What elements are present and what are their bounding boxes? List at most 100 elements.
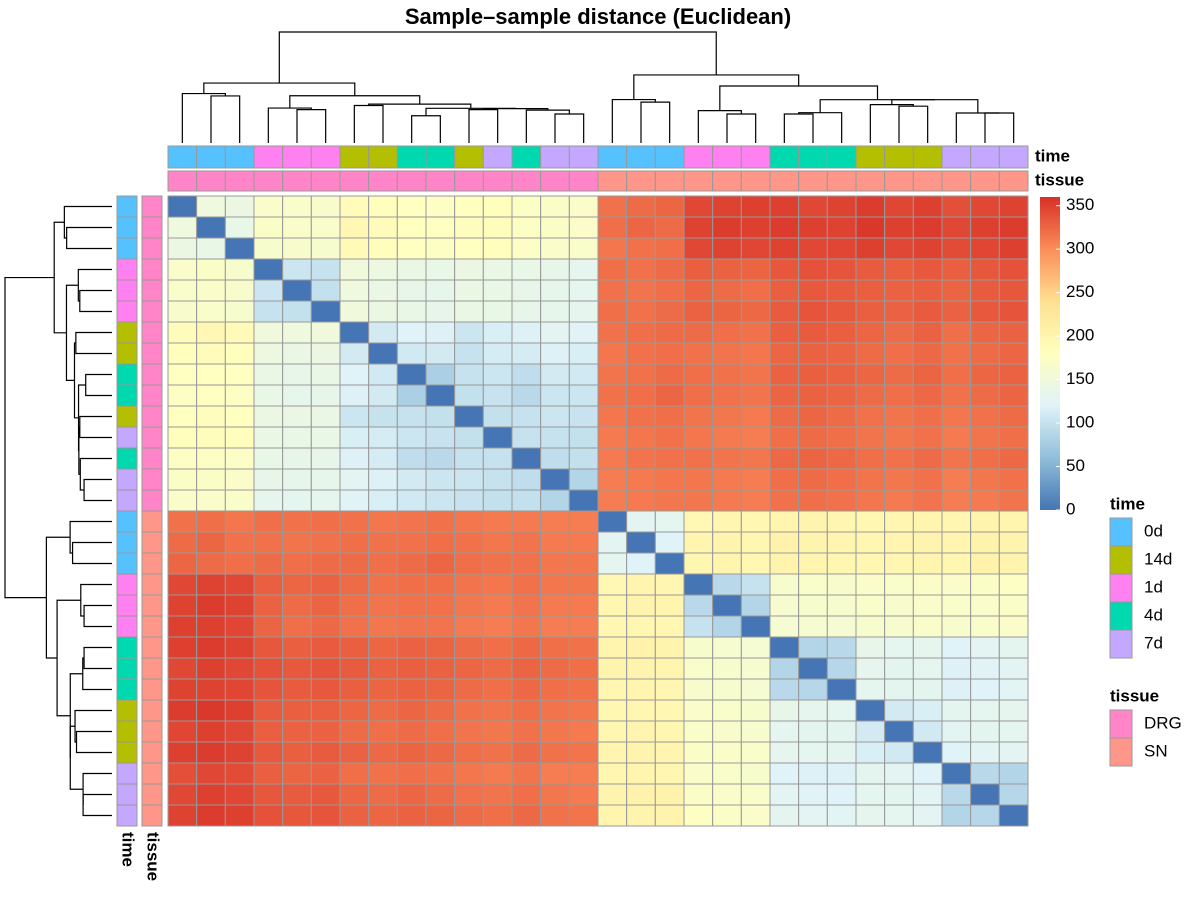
heatmap-cell (310, 783, 341, 806)
heatmap-cell (798, 426, 828, 449)
heatmap-cell (339, 300, 370, 323)
heatmap-cell (884, 678, 914, 701)
heatmap-cell (884, 237, 914, 260)
row-annotation-cell (141, 279, 163, 302)
heatmap-cell (912, 195, 943, 218)
heatmap-cell (626, 678, 656, 701)
heatmap-cell (740, 762, 771, 785)
heatmap-cell (253, 510, 284, 533)
heatmap-cell (482, 510, 513, 533)
heatmap-cell (482, 594, 513, 617)
heatmap-cell (826, 237, 857, 260)
heatmap-cell (683, 300, 714, 323)
row-annotation-cell (116, 426, 138, 449)
row-annotation-cell (116, 237, 138, 260)
heatmap-cell (798, 384, 828, 407)
heatmap-cell (912, 657, 943, 680)
heatmap-cell (339, 636, 370, 659)
heatmap-cell (597, 615, 628, 638)
heatmap-cell (712, 321, 742, 344)
heatmap-cell (712, 384, 742, 407)
heatmap-cell (282, 363, 312, 386)
row-annotation-cell (141, 783, 163, 806)
row-annotation-cell (141, 258, 163, 281)
heatmap-cell (740, 615, 771, 638)
heatmap-cell (568, 531, 599, 554)
heatmap-cell (884, 363, 914, 386)
row-annotation-cell (116, 489, 138, 512)
heatmap-cell (998, 678, 1029, 701)
heatmap-cell (511, 342, 542, 365)
heatmap-cell (712, 762, 742, 785)
row-dendrogram-branch (82, 772, 112, 805)
heatmap-cell (769, 594, 800, 617)
heatmap-cell (482, 279, 513, 302)
heatmap-cell (511, 216, 542, 239)
heatmap-cell (597, 468, 628, 491)
row-annotation-cell (141, 657, 163, 680)
heatmap-cell (368, 804, 398, 827)
heatmap-cell (482, 426, 513, 449)
heatmap-cell (339, 489, 370, 512)
heatmap-cell (998, 279, 1029, 302)
row-annotation-cell (116, 279, 138, 302)
heatmap-cell (540, 468, 570, 491)
heatmap-cell (167, 237, 198, 260)
heatmap-cell (196, 405, 226, 428)
legend-swatch (1109, 737, 1133, 767)
heatmap-cell (511, 552, 542, 575)
heatmap-cell (941, 195, 972, 218)
heatmap-cell (855, 552, 886, 575)
heatmap-cell (568, 363, 599, 386)
legend-label: 4d (1144, 605, 1163, 624)
heatmap-cell (769, 447, 800, 470)
heatmap-cell (998, 510, 1029, 533)
heatmap-cell (540, 447, 570, 470)
column-dendrogram-branch (411, 115, 441, 143)
heatmap-cell (941, 468, 972, 491)
heatmap-cell (540, 678, 570, 701)
row-annotation-cell (141, 489, 163, 512)
column-annotation-cell (396, 145, 427, 169)
heatmap-cell (826, 720, 857, 743)
heatmap-cell (998, 300, 1029, 323)
column-annotation-cell (425, 170, 456, 192)
heatmap-cell (396, 216, 427, 239)
heatmap-cell (912, 636, 943, 659)
heatmap-cell (683, 552, 714, 575)
heatmap-cell (712, 552, 742, 575)
color-bar-tick-label: 0 (1066, 499, 1075, 518)
column-annotation-cell (683, 170, 714, 192)
heatmap-cell (712, 405, 742, 428)
heatmap-cell (167, 573, 198, 596)
heatmap-cell (511, 405, 542, 428)
heatmap-cell (482, 804, 513, 827)
heatmap-cell (339, 342, 370, 365)
heatmap-cell (855, 594, 886, 617)
row-annotation-cell (116, 678, 138, 701)
heatmap-cell (970, 426, 1000, 449)
heatmap-cell (712, 678, 742, 701)
heatmap-cell (970, 384, 1000, 407)
column-annotation-cell (654, 145, 685, 169)
heatmap-cell (482, 468, 513, 491)
heatmap-cell (884, 489, 914, 512)
heatmap-cell (941, 741, 972, 764)
heatmap-cell (454, 594, 484, 617)
heatmap-cell (769, 636, 800, 659)
heatmap-cell (884, 447, 914, 470)
heatmap-cell (454, 258, 484, 281)
heatmap-cell (626, 615, 656, 638)
legend-swatch (1109, 545, 1133, 575)
heatmap-cell (196, 552, 226, 575)
heatmap-cell (253, 258, 284, 281)
heatmap-cell (626, 300, 656, 323)
heatmap-cell (425, 321, 456, 344)
heatmap-cell (396, 447, 427, 470)
heatmap-cell (224, 678, 255, 701)
heatmap-cell (396, 552, 427, 575)
heatmap-cell (568, 447, 599, 470)
heatmap-cell (482, 552, 513, 575)
column-dendrogram-branch (267, 107, 312, 143)
heatmap-cell (826, 804, 857, 827)
